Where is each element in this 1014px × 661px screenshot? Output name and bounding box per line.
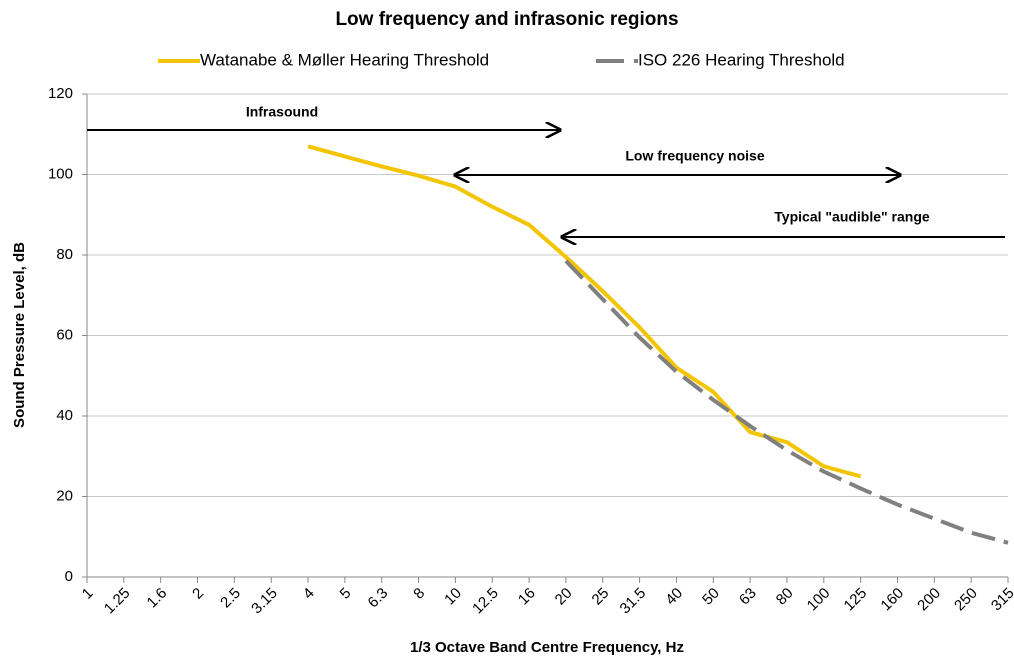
x-tick-label: 4	[300, 585, 318, 603]
x-tick-label: 1.6	[144, 585, 171, 612]
annotation: Low frequency noise	[625, 148, 764, 164]
x-tick-label: 5	[337, 585, 355, 603]
x-tick-label: 1	[79, 585, 97, 603]
x-tick-label: 1.25	[101, 585, 134, 618]
x-tick-label: 2	[189, 585, 207, 603]
chart-title: Low frequency and infrasonic regions	[335, 9, 678, 30]
x-tick-label: 2.5	[217, 585, 244, 612]
x-tick-label: 250	[951, 585, 981, 615]
legend-label: ISO 226 Hearing Threshold	[638, 50, 845, 69]
x-tick-label: 12.5	[469, 585, 502, 618]
x-tick-label: 200	[914, 585, 944, 615]
x-tick-label: 16	[515, 585, 539, 609]
x-tick-label: 63	[736, 585, 760, 609]
y-tick-label: 120	[48, 85, 73, 102]
x-tick-label: 315	[988, 585, 1014, 615]
y-axis-title: Sound Pressure Level, dB	[11, 242, 28, 428]
x-tick-label: 40	[662, 585, 686, 609]
y-tick-label: 100	[48, 165, 73, 182]
y-tick-label: 20	[56, 487, 73, 504]
x-tick-label: 50	[699, 585, 723, 609]
y-tick-label: 40	[56, 407, 73, 424]
series-line	[564, 259, 1009, 545]
legend-label: Watanabe & Møller Hearing Threshold	[200, 50, 489, 69]
x-tick-label: 160	[877, 585, 907, 615]
x-tick-label: 80	[773, 585, 797, 609]
x-tick-label: 8	[410, 585, 428, 603]
x-axis-title: 1/3 Octave Band Centre Frequency, Hz	[410, 639, 684, 656]
x-tick-label: 6.3	[365, 585, 392, 612]
annotation: Infrasound	[246, 104, 318, 120]
x-tick-label: 10	[441, 585, 465, 609]
annotation: Typical "audible" range	[774, 209, 930, 225]
y-tick-label: 60	[56, 326, 73, 343]
x-tick-label: 20	[552, 585, 576, 609]
series-line	[307, 144, 862, 479]
x-tick-label: 125	[841, 585, 871, 615]
x-tick-label: 31.5	[617, 585, 650, 618]
x-tick-label: 25	[589, 585, 613, 609]
x-tick-label: 3.15	[248, 585, 281, 618]
y-tick-label: 80	[56, 246, 73, 263]
y-tick-label: 0	[65, 568, 73, 585]
x-tick-label: 100	[804, 585, 834, 615]
